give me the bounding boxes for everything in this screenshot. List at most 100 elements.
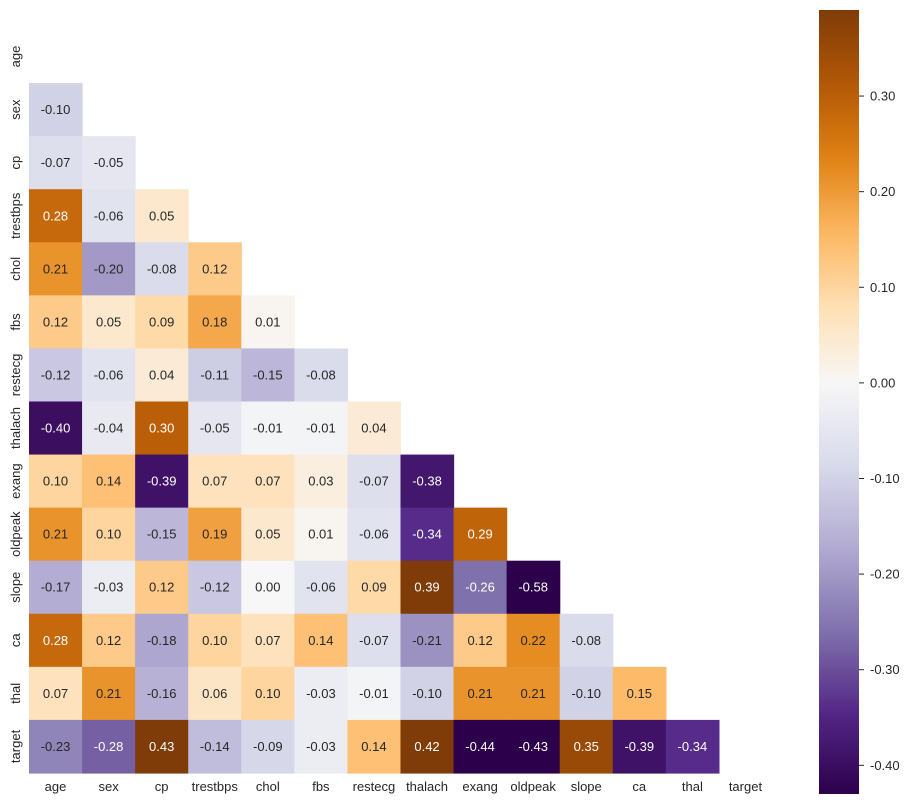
heatmap-cell-trestbps-age	[29, 189, 83, 243]
colorbar-tick-label-0.10: 0.10	[870, 280, 895, 295]
heatmap-cell-label-chol-sex: -0.20	[94, 261, 124, 276]
heatmap-cell-label-ca-trestbps: 0.10	[202, 633, 227, 648]
heatmap-cell-label-slope-cp: 0.12	[149, 580, 174, 595]
heatmap-cell-exang-thalach	[400, 454, 455, 509]
heatmap-cell-label-exang-sex: 0.14	[96, 474, 121, 489]
heatmap-cell-slope-age	[29, 560, 83, 615]
heatmap-cell-label-oldpeak-chol: 0.05	[255, 527, 280, 542]
heatmap-cell-sex-age	[29, 83, 83, 137]
heatmap-cell-target-trestbps	[188, 719, 242, 774]
y-tick-label-exang: exang	[8, 463, 23, 498]
heatmap-cell-fbs-sex	[82, 295, 136, 350]
heatmap-cell-label-oldpeak-restecg: -0.06	[359, 527, 389, 542]
heatmap-cell-target-cp	[135, 719, 189, 774]
heatmap-cell-cp-age	[29, 136, 83, 190]
heatmap-cell-label-restecg-age: -0.12	[41, 367, 71, 382]
x-tick-label-sex: sex	[98, 779, 119, 794]
heatmap-cell-thal-cp	[135, 666, 189, 721]
heatmap-cell-slope-restecg	[347, 560, 402, 615]
heatmap-cell-exang-chol	[241, 454, 295, 509]
heatmap-cell-label-cp-age: -0.07	[41, 155, 71, 170]
heatmap-cell-target-slope	[559, 719, 614, 774]
heatmap-cell-thalach-restecg	[347, 401, 402, 456]
y-tick-label-target: target	[8, 729, 23, 763]
heatmap-cell-trestbps-sex	[82, 189, 136, 243]
heatmap-cell-label-fbs-cp: 0.09	[149, 314, 174, 329]
heatmap-cell-ca-sex	[82, 613, 136, 668]
heatmap-cell-fbs-age	[29, 295, 83, 350]
heatmap-cell-thal-sex	[82, 666, 136, 721]
heatmap-cell-ca-exang	[453, 613, 508, 668]
colorbar-tick-label-0.30: 0.30	[870, 89, 895, 104]
heatmap-cell-label-thal-ca: 0.15	[627, 686, 652, 701]
heatmap-cell-ca-slope	[559, 613, 614, 668]
heatmap-cell-label-chol-age: 0.21	[43, 261, 68, 276]
heatmap-cell-exang-sex	[82, 454, 136, 509]
heatmap-cell-label-oldpeak-exang: 0.29	[467, 527, 492, 542]
heatmap-cell-label-target-exang: -0.44	[465, 739, 495, 754]
heatmap-cell-oldpeak-thalach	[400, 507, 455, 562]
heatmap-cell-label-thalach-fbs: -0.01	[306, 421, 336, 436]
heatmap-cell-cp-sex	[82, 136, 136, 190]
heatmap-cell-slope-sex	[82, 560, 136, 615]
heatmap-cell-target-fbs	[294, 719, 349, 774]
heatmap-cell-restecg-trestbps	[188, 348, 242, 403]
heatmap-cell-target-thalach	[400, 719, 455, 774]
heatmap-cell-target-thal	[665, 719, 720, 774]
heatmap-cell-slope-cp	[135, 560, 189, 615]
heatmap-cell-label-ca-sex: 0.12	[96, 633, 121, 648]
heatmap-cell-thal-chol	[241, 666, 295, 721]
heatmap-cell-label-slope-thalach: 0.39	[414, 580, 439, 595]
heatmap-cell-label-trestbps-sex: -0.06	[94, 208, 124, 223]
x-tick-label-cp: cp	[155, 779, 169, 794]
heatmap-cell-label-slope-exang: -0.26	[465, 580, 495, 595]
colorbar-gradient	[819, 10, 859, 794]
heatmap-cell-slope-chol	[241, 560, 295, 615]
y-tick-label-oldpeak: oldpeak	[8, 511, 23, 557]
heatmap-cell-label-target-thal: -0.34	[678, 739, 708, 754]
heatmap-cell-thal-trestbps	[188, 666, 242, 721]
y-tick-label-sex: sex	[8, 99, 23, 120]
heatmap-cell-slope-trestbps	[188, 560, 242, 615]
heatmap-cell-slope-thalach	[400, 560, 455, 615]
heatmap-cell-restecg-sex	[82, 348, 136, 403]
heatmap-cell-label-thal-sex: 0.21	[96, 686, 121, 701]
heatmap-cell-exang-fbs	[294, 454, 349, 509]
x-tick-label-chol: chol	[256, 779, 280, 794]
heatmap-cell-label-target-sex: -0.28	[94, 739, 124, 754]
heatmap-cell-label-thalach-sex: -0.04	[94, 421, 124, 436]
heatmap-cell-oldpeak-chol	[241, 507, 295, 562]
heatmap-cell-chol-trestbps	[188, 242, 242, 296]
heatmap-cell-label-oldpeak-cp: -0.15	[147, 527, 177, 542]
heatmap-cell-label-slope-restecg: 0.09	[361, 580, 386, 595]
heatmap-cell-label-target-restecg: 0.14	[361, 739, 386, 754]
x-tick-label-fbs: fbs	[312, 779, 330, 794]
heatmap-cell-label-thal-exang: 0.21	[467, 686, 492, 701]
heatmap-cell-label-restecg-chol: -0.15	[253, 367, 283, 382]
heatmap-cell-target-restecg	[347, 719, 402, 774]
y-tick-label-thalach: thalach	[8, 407, 23, 449]
heatmap-cell-oldpeak-exang	[453, 507, 508, 562]
heatmap-cell-label-exang-restecg: -0.07	[359, 474, 389, 489]
y-tick-label-fbs: fbs	[8, 313, 23, 331]
heatmap-cell-slope-fbs	[294, 560, 349, 615]
x-tick-label-thalach: thalach	[406, 779, 448, 794]
heatmap-cell-thalach-fbs	[294, 401, 349, 456]
x-tick-label-restecg: restecg	[353, 779, 396, 794]
colorbar-tick-label--0.10: -0.10	[870, 471, 900, 486]
heatmap-cell-thalach-sex	[82, 401, 136, 456]
heatmap-cell-label-exang-trestbps: 0.07	[202, 474, 227, 489]
heatmap-cell-oldpeak-restecg	[347, 507, 402, 562]
y-tick-label-thal: thal	[8, 683, 23, 704]
heatmap-cell-slope-oldpeak	[506, 560, 561, 615]
heatmap-cell-thal-exang	[453, 666, 508, 721]
heatmap-cell-label-exang-age: 0.10	[43, 474, 68, 489]
heatmap-cells: -0.10 -0.07 -0.05 0.28 -0.06 0.05 0.21 -0.20 -0.…	[29, 83, 720, 774]
heatmap-cell-ca-cp	[135, 613, 189, 668]
heatmap-cell-exang-age	[29, 454, 83, 509]
heatmap-cell-label-slope-fbs: -0.06	[306, 580, 336, 595]
heatmap-cell-label-fbs-trestbps: 0.18	[202, 314, 227, 329]
heatmap-cell-label-exang-fbs: 0.03	[308, 474, 333, 489]
heatmap-cell-label-chol-trestbps: 0.12	[202, 261, 227, 276]
